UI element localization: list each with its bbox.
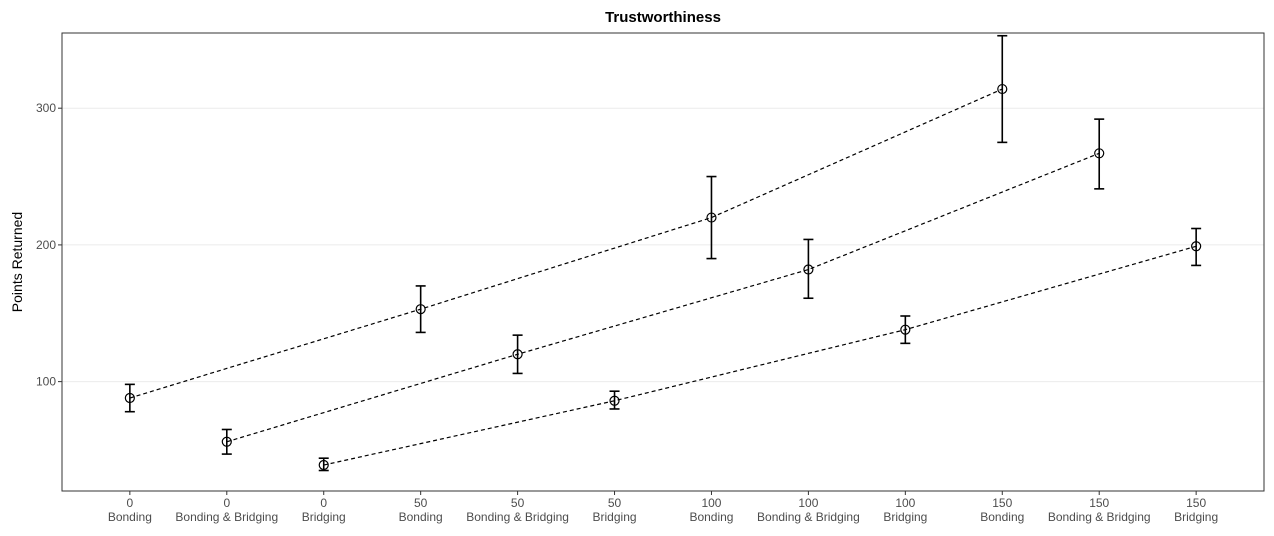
x-tick-label-group: Bridging (593, 510, 637, 524)
data-point (997, 83, 1008, 95)
y-tick-label: 100 (36, 375, 56, 389)
y-axis-title: Points Returned (9, 212, 25, 312)
data-point (1191, 241, 1202, 252)
data-point (1094, 148, 1105, 159)
data-point (609, 395, 620, 406)
data-point (512, 349, 523, 360)
chart-title: Trustworthiness (605, 9, 721, 26)
data-point (803, 264, 814, 275)
x-tick-label-amount: 150 (1186, 496, 1206, 510)
x-tick-label-group: Bridging (1174, 510, 1218, 524)
x-tick-label-group: Bonding (689, 510, 733, 524)
gridlines (62, 107, 1264, 383)
data-point (318, 459, 329, 471)
x-tick-label-group: Bonding & Bridging (175, 510, 278, 524)
x-tick-label-amount: 50 (511, 496, 525, 510)
x-tick-label-group: Bonding & Bridging (1048, 510, 1151, 524)
x-tick-label-amount: 150 (1089, 496, 1109, 510)
x-tick-label-group: Bonding (399, 510, 443, 524)
x-tick-label-group: Bonding (108, 510, 152, 524)
x-tick-label-amount: 100 (701, 496, 721, 510)
y-tick-label: 300 (36, 101, 56, 115)
panel-border (61, 32, 1265, 492)
data-point (124, 392, 135, 404)
data-point (221, 436, 232, 447)
data-points (124, 83, 1202, 471)
x-tick-label-amount: 150 (992, 496, 1012, 510)
data-point (900, 324, 911, 335)
y-tick-label: 200 (36, 238, 56, 252)
x-tick-label-amount: 100 (895, 496, 915, 510)
series-line (323, 245, 1197, 466)
x-tick-label-amount: 50 (414, 496, 428, 510)
x-tick-label-group: Bonding (980, 510, 1024, 524)
x-tick-label-group: Bridging (302, 510, 346, 524)
y-axis: 100 200 300 (36, 101, 62, 389)
data-point (415, 304, 426, 315)
x-tick-label-group: Bridging (883, 510, 927, 524)
x-tick-label-amount: 50 (608, 496, 622, 510)
data-point (706, 212, 717, 223)
series-line (226, 152, 1100, 443)
x-tick-label-group: Bonding & Bridging (757, 510, 860, 524)
x-tick-label-amount: 0 (320, 496, 327, 510)
x-tick-label-group: Bonding & Bridging (466, 510, 569, 524)
x-tick-label-amount: 100 (798, 496, 818, 510)
x-tick-label-amount: 0 (127, 496, 134, 510)
error-bars (124, 34, 1202, 472)
series-line (129, 88, 1003, 399)
series-lines (129, 88, 1197, 466)
x-tick-label-amount: 0 (223, 496, 230, 510)
